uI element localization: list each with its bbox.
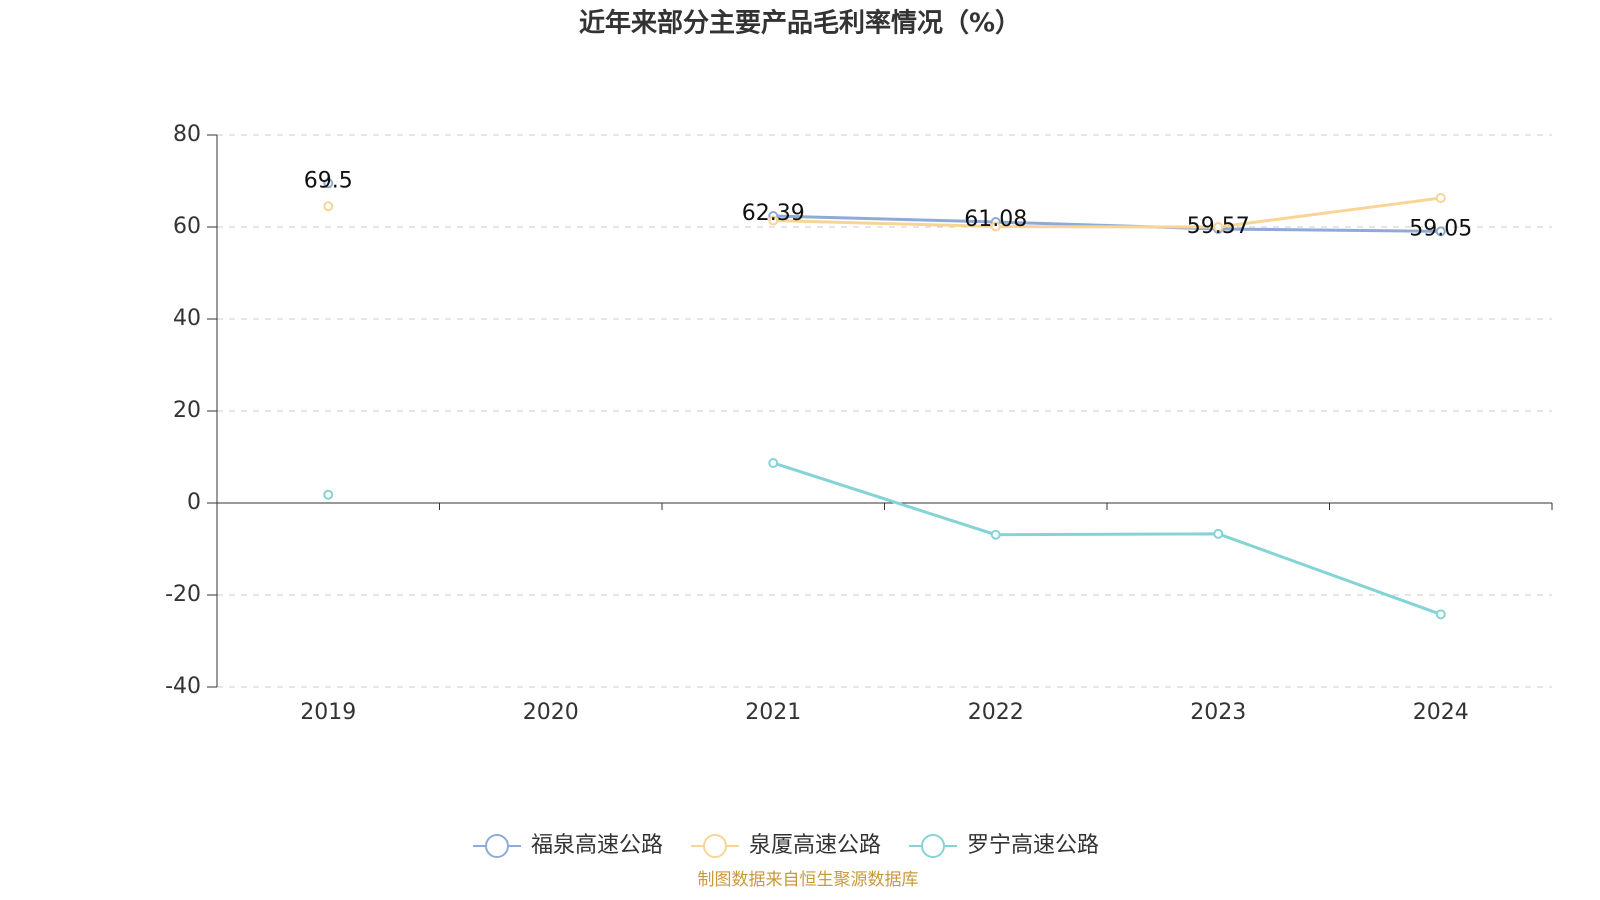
x-tick-label: 2019 xyxy=(300,700,356,725)
series-line xyxy=(773,196,1441,229)
data-point xyxy=(1435,226,1446,237)
legend-marker xyxy=(485,834,509,858)
y-tick-label: 40 xyxy=(173,306,201,331)
data-point xyxy=(323,201,334,212)
legend-marker xyxy=(703,834,727,858)
legend-label: 罗宁高速公路 xyxy=(967,833,1099,858)
data-point xyxy=(990,529,1001,540)
data-point xyxy=(1435,609,1446,620)
x-tick-label: 2021 xyxy=(745,700,801,725)
data-point xyxy=(768,215,779,226)
x-tick-label: 2024 xyxy=(1413,700,1469,725)
data-point xyxy=(990,221,1001,232)
data-label: 59.05 xyxy=(1409,216,1472,241)
series-line xyxy=(772,461,1442,616)
source-note: 制图数据来自恒生聚源数据库 xyxy=(698,870,919,890)
data-label: 61.08 xyxy=(964,207,1027,232)
y-tick-label: 60 xyxy=(173,214,201,239)
data-point xyxy=(1435,193,1446,204)
x-tick-label: 2023 xyxy=(1190,700,1246,725)
legend-marker xyxy=(921,834,945,858)
data-point xyxy=(323,489,334,500)
data-point xyxy=(323,178,334,189)
x-tick-label: 2020 xyxy=(523,700,579,725)
y-tick-label: -20 xyxy=(165,582,201,607)
y-tick-label: 20 xyxy=(173,398,201,423)
data-point xyxy=(1213,528,1224,539)
data-point xyxy=(1213,222,1224,232)
y-tick-label: 80 xyxy=(173,122,201,147)
legend-label: 福泉高速公路 xyxy=(531,833,663,858)
data-label: 69.5 xyxy=(304,168,353,193)
chart-title: 近年来部分主要产品毛利率情况（%） xyxy=(579,8,1021,39)
data-label: 59.57 xyxy=(1187,214,1250,239)
data-label: 62.39 xyxy=(742,201,805,226)
x-tick-label: 2022 xyxy=(968,700,1024,725)
data-point xyxy=(768,457,779,468)
y-tick-label: -40 xyxy=(165,674,201,699)
legend-label: 泉厦高速公路 xyxy=(749,833,881,858)
y-tick-label: 0 xyxy=(187,490,201,515)
